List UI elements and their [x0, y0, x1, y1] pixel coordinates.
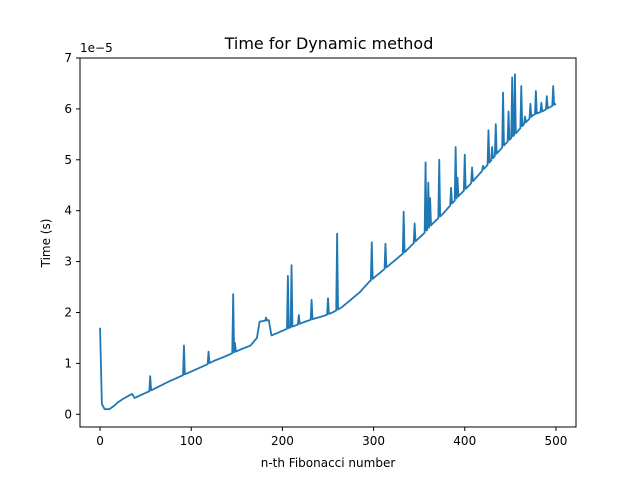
- y-tick-label: 1: [64, 356, 72, 370]
- plot-frame: [79, 57, 577, 428]
- y-tick-label: 0: [64, 407, 72, 421]
- plot-area: [79, 57, 577, 428]
- y-tick-label: 3: [64, 255, 72, 269]
- y-tick-label: 7: [64, 51, 72, 65]
- y-tick-label: 2: [64, 305, 72, 319]
- y-axis-ticks: 0 1 2 3 4 5 6 7: [64, 51, 80, 421]
- series-line: [99, 73, 557, 411]
- y-axis-label: Time (s): [39, 219, 53, 269]
- x-tick-label: 500: [544, 434, 567, 448]
- y-tick-label: 5: [64, 153, 72, 167]
- x-tick-label: 300: [362, 434, 385, 448]
- x-axis-label: n-th Fibonacci number: [261, 456, 396, 470]
- x-axis-ticks: 0 100 200 300 400 500: [96, 427, 567, 448]
- y-tick-label: 4: [64, 204, 72, 218]
- y-scale-label: 1e−5: [80, 41, 113, 55]
- x-tick-label: 400: [453, 434, 476, 448]
- x-tick-label: 100: [180, 434, 203, 448]
- chart-title: Time for Dynamic method: [224, 34, 434, 53]
- y-tick-label: 6: [64, 102, 72, 116]
- x-tick-label: 0: [96, 434, 104, 448]
- x-tick-label: 200: [271, 434, 294, 448]
